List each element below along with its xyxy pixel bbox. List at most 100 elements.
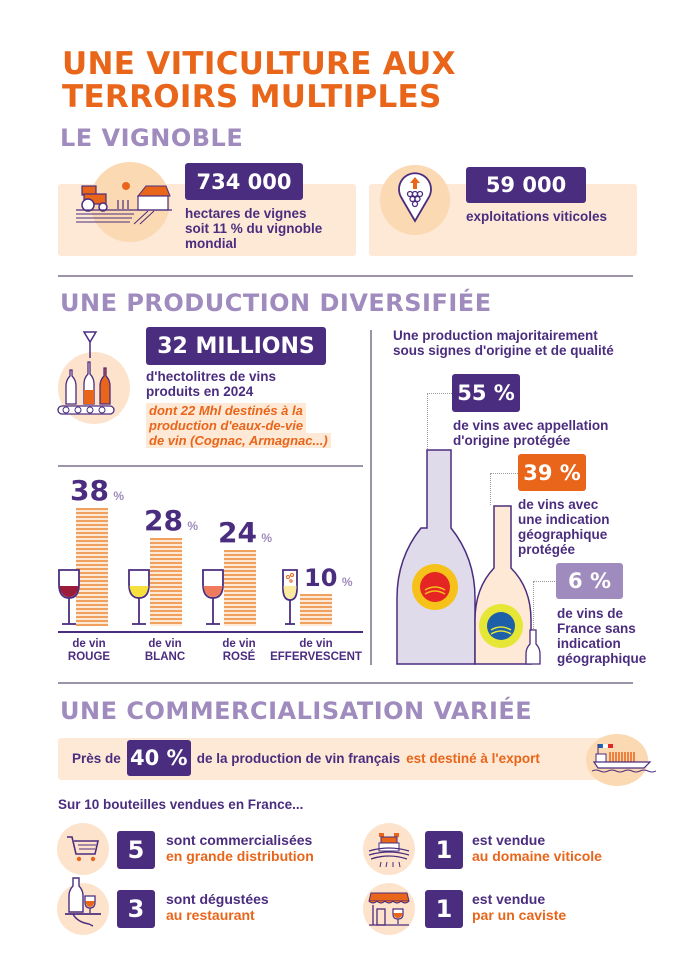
label-domaine: est vendue au domaine viticole (472, 832, 602, 864)
hectares-value: 734 000 (185, 163, 303, 200)
white-wine-glass-icon (128, 569, 150, 625)
igp-label-line: une indication (518, 512, 610, 527)
bar-blanc (150, 538, 182, 626)
category-line: de vin (148, 638, 182, 650)
item-line: est vendue (472, 891, 546, 907)
estate-icon-circle (363, 823, 415, 875)
bar-label-rose: 24 % (218, 516, 272, 549)
bottles-intro: Sur 10 bouteilles vendues en France... (58, 797, 304, 812)
aop-label-line: de vins avec appellation (453, 418, 609, 433)
igp-label-line: géographique (518, 527, 608, 542)
rose-wine-glass-icon (202, 569, 224, 625)
vsig-label: de vins de France sans indication géogra… (557, 606, 646, 666)
vsig-label-line: de vins de (557, 606, 624, 621)
grape-location-pin-icon (398, 172, 432, 223)
item-line: est vendue (472, 832, 546, 848)
sparkling-wine-flute-icon (282, 569, 298, 625)
category-line: EFFERVESCENT (270, 651, 362, 663)
connector-55 (427, 393, 428, 449)
chart-top-divider (58, 465, 363, 467)
category-rose: de vin ROSÉ (208, 638, 270, 664)
section-heading-commercialisation: UNE COMMERCIALISATION VARIÉE (60, 697, 533, 725)
divider (58, 275, 633, 277)
export-percentage: 40 % (126, 740, 191, 776)
eaux-de-vie-note: dont 22 Mhl destinés à la production d'e… (146, 403, 331, 448)
quality-title: Une production majoritairement sous sign… (393, 328, 614, 358)
category-line: BLANC (144, 651, 186, 663)
bar-label-rouge: 38 % (70, 474, 124, 507)
vsig-percentage: 6 % (556, 563, 623, 599)
count-domaine: 1 (425, 831, 463, 869)
production-volume-value: 32 MILLIONS (146, 327, 326, 365)
bottling-line-icon (57, 331, 115, 415)
label-grande-distribution: sont commercialisées en grande distribut… (166, 832, 314, 864)
bar-effervescent (300, 594, 332, 626)
cart-icon-circle (57, 823, 109, 875)
quality-title-line: sous signes d'origine et de qualité (393, 343, 614, 358)
wine-shop-icon (368, 892, 410, 926)
bar-value: 10 (304, 564, 338, 592)
exploitations-label: exploitations viticoles (466, 209, 608, 224)
quality-title-line: Une production majoritairement (393, 328, 598, 343)
export-statement: Près de 40 % de la production de vin fra… (72, 740, 540, 776)
cargo-ship-icon (592, 743, 656, 773)
label-restaurant: sont dégustées au restaurant (166, 891, 269, 923)
connector-55 (427, 393, 452, 394)
connector-39 (490, 473, 491, 505)
vsig-label-line: France sans (557, 621, 636, 636)
category-line: de vin (299, 638, 333, 650)
hectares-label-line: soit 11 % du vignoble (185, 221, 323, 236)
waiter-tray-icon (65, 877, 101, 927)
category-effervescent: de vin EFFERVESCENT (270, 638, 362, 664)
production-volume-label: d'hectolitres de vins produits en 2024 (146, 369, 276, 399)
section-heading-vignoble: LE VIGNOBLE (60, 124, 244, 152)
vsig-label-line: indication (557, 636, 621, 651)
bar-value: 28 (144, 504, 183, 537)
export-prefix: Près de (72, 750, 121, 766)
aop-label-line: d'origine protégée (453, 433, 571, 448)
note-line: production d'eaux-de-vie (146, 418, 307, 433)
export-middle-text: de la production de vin français (196, 750, 401, 766)
bar-rose (224, 550, 256, 626)
wine-bottles-illustration (396, 449, 541, 665)
count-restaurant: 3 (117, 890, 155, 928)
red-wine-glass-icon (58, 569, 80, 625)
vertical-divider (370, 330, 372, 665)
bar-value: 24 (218, 516, 257, 549)
divider (58, 682, 633, 684)
igp-label: de vins avec une indication géographique… (518, 497, 610, 557)
hectares-label: hectares de vignes soit 11 % du vignoble… (185, 206, 322, 251)
section-heading-production: UNE PRODUCTION DIVERSIFIÉE (60, 289, 492, 317)
category-line: ROUGE (67, 651, 111, 663)
bar-value: 38 (70, 474, 109, 507)
restaurant-icon-circle (57, 877, 109, 935)
igp-label-line: protégée (518, 542, 576, 557)
category-line: de vin (72, 638, 106, 650)
farm-tractor-icon (76, 182, 172, 225)
percent-sign: % (341, 575, 353, 589)
aop-label: de vins avec appellation d'origine proté… (453, 418, 608, 448)
category-blanc: de vin BLANC (134, 638, 196, 664)
item-line: en grande distribution (166, 848, 314, 864)
volume-label-line: produits en 2024 (146, 384, 254, 399)
title-line-2: TERROIRS MULTIPLES (62, 79, 442, 115)
percent-sign: % (187, 519, 199, 533)
exploitations-value: 59 000 (466, 167, 586, 203)
percent-sign: % (113, 489, 125, 503)
percent-sign: % (261, 531, 273, 545)
export-suffix: est destiné à l'export (406, 750, 540, 766)
note-line: de vin (Cognac, Armagnac...) (146, 433, 331, 448)
igp-label-line: de vins avec (518, 497, 599, 512)
category-line: ROSÉ (222, 651, 256, 663)
category-rouge: de vin ROUGE (58, 638, 120, 664)
connector-6 (533, 581, 534, 629)
page-title: UNE VITICULTURE AUX TERROIRS MULTIPLES (62, 48, 456, 114)
shopping-cart-icon (67, 836, 100, 862)
aop-percentage: 55 % (452, 374, 520, 412)
bar-rouge (76, 508, 108, 626)
note-line: dont 22 Mhl destinés à la (146, 403, 306, 418)
count-grande-distribution: 5 (117, 831, 155, 869)
bar-label-blanc: 28 % (144, 504, 198, 537)
hectares-label-line: mondial (185, 236, 237, 251)
hectares-label-line: hectares de vignes (185, 206, 307, 221)
